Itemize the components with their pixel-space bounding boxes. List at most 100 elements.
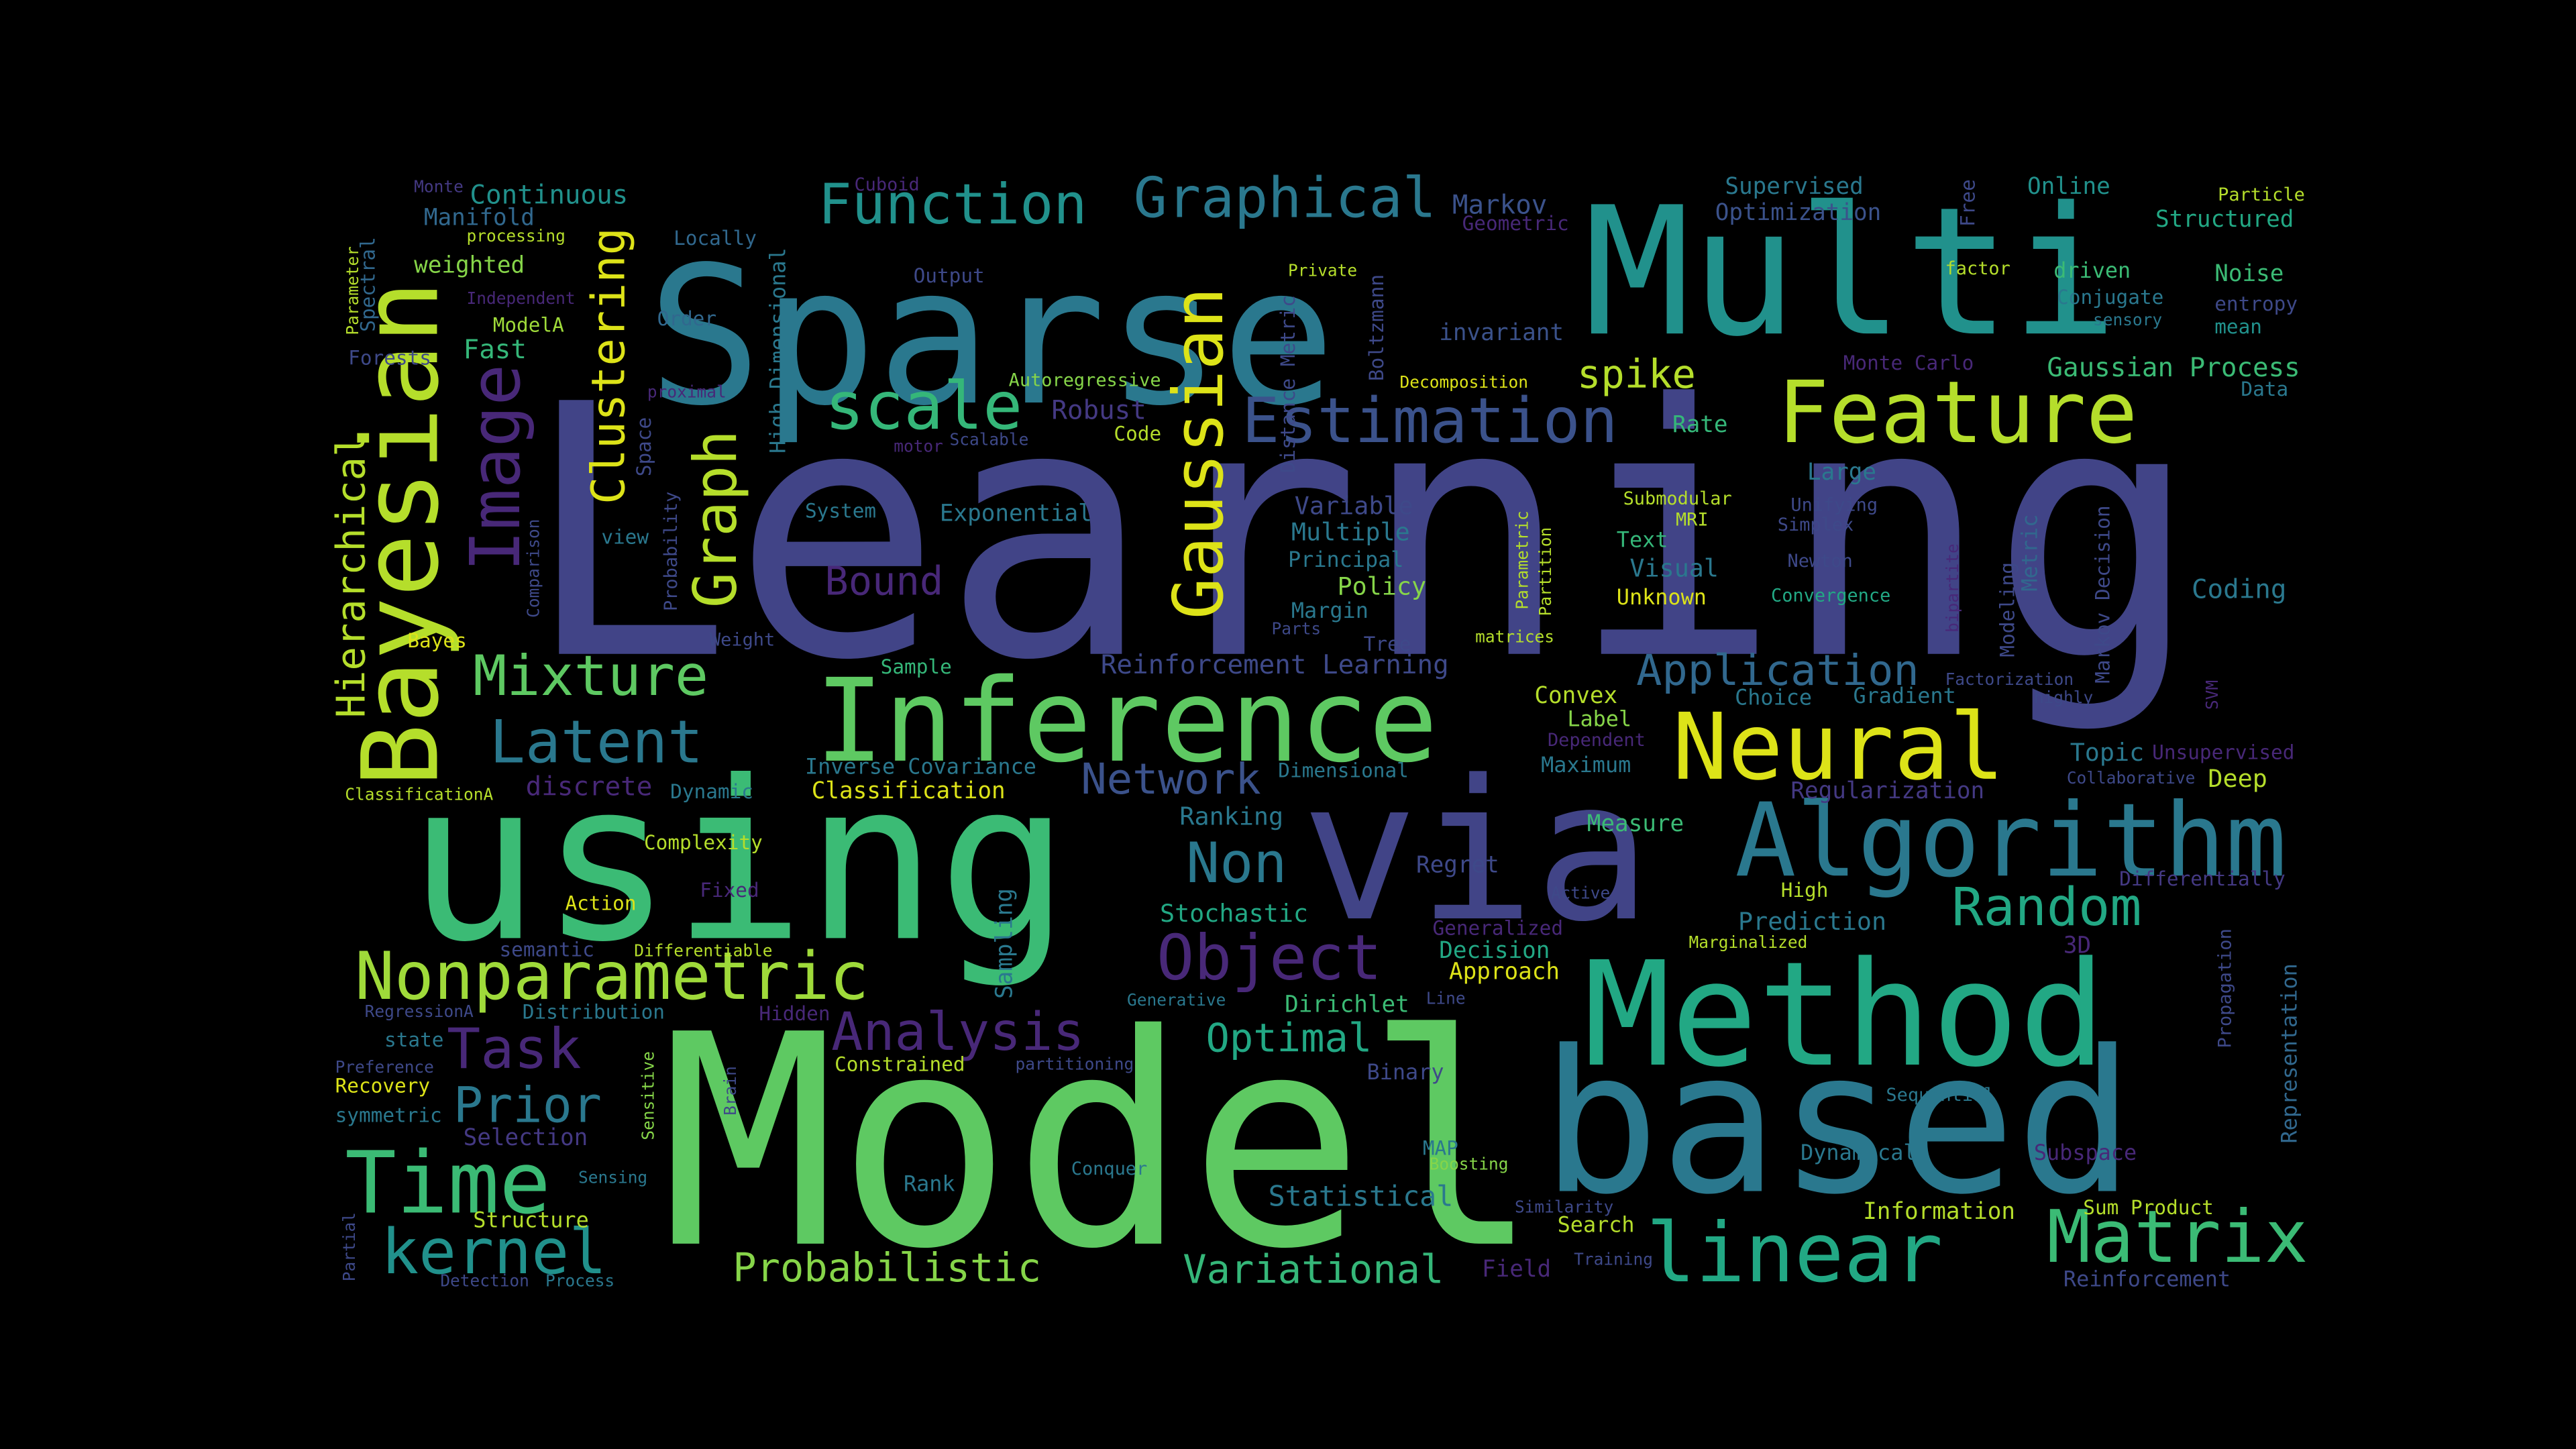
- word-parts: Parts: [1272, 619, 1322, 638]
- word-label: Label: [1567, 706, 1631, 731]
- word-visual: Visual: [1629, 554, 1719, 583]
- word-partition: Partition: [1536, 527, 1555, 616]
- word-collaborative: Collaborative: [2067, 768, 2196, 788]
- word-sum-product: Sum Product: [2083, 1196, 2214, 1219]
- word-factor: factor: [1945, 258, 2010, 279]
- word-boosting: Boosting: [1430, 1155, 1509, 1174]
- word-statistical: Statistical: [1269, 1180, 1454, 1213]
- word-binary: Binary: [1367, 1059, 1444, 1085]
- word-feature: Feature: [1778, 364, 2138, 463]
- word-bayesian: Bayesian: [339, 280, 462, 787]
- word-simplex: Simplex: [1778, 515, 1854, 535]
- word-semantic: semantic: [499, 938, 594, 961]
- word-markov-decision: Markov Decision: [2091, 505, 2114, 683]
- word-similarity: Similarity: [1515, 1197, 1613, 1216]
- word-rate: Rate: [1672, 411, 1728, 438]
- word-comparison: Comparison: [523, 519, 543, 617]
- word-parameter: Parameter: [343, 246, 362, 335]
- word-graph: Graph: [681, 430, 750, 608]
- word-structured: Structured: [2155, 206, 2294, 233]
- word-maximum: Maximum: [1541, 752, 1631, 777]
- word-margin: Margin: [1291, 598, 1368, 623]
- word-boltzmann: Boltzmann: [1365, 274, 1388, 381]
- word-entropy: entropy: [2214, 292, 2298, 315]
- word-subspace: Subspace: [2034, 1140, 2137, 1165]
- word-time: Time: [345, 1134, 551, 1233]
- word-training: Training: [1574, 1250, 1653, 1269]
- word-search: Search: [1558, 1212, 1635, 1238]
- word-map: MAP: [1423, 1137, 1458, 1160]
- word-monte: Monte: [414, 177, 464, 197]
- word-method: Method: [1584, 930, 2106, 1099]
- word-dependent: Dependent: [1548, 730, 1646, 751]
- word-sensing: Sensing: [578, 1167, 647, 1187]
- word-state: state: [384, 1028, 443, 1051]
- word-estimation: Estimation: [1242, 384, 1617, 457]
- word-gaussian-process: Gaussian Process: [2047, 353, 2300, 383]
- word-cuboid: Cuboid: [854, 174, 919, 195]
- word-decomposition: Decomposition: [1400, 372, 1529, 392]
- word-unifying: Unifying: [1790, 495, 1878, 516]
- word-regressiona: RegressionA: [365, 1002, 474, 1021]
- word-choice: Choice: [1735, 685, 1812, 710]
- word-preference: Preference: [335, 1057, 434, 1077]
- word-regularization: Regularization: [1790, 777, 1984, 804]
- word-rank: Rank: [904, 1171, 955, 1197]
- word-forests: Forests: [348, 347, 431, 370]
- word-kernel: kernel: [381, 1216, 606, 1288]
- word-generalized: Generalized: [1433, 916, 1564, 939]
- word-process: Process: [545, 1271, 614, 1291]
- word-variable: Variable: [1295, 492, 1413, 521]
- word-fast: Fast: [464, 335, 527, 365]
- word-highly: highly: [2034, 688, 2093, 707]
- word-unsupervised: Unsupervised: [2152, 741, 2294, 763]
- word-scalable: Scalable: [950, 430, 1029, 449]
- word-task: Task: [447, 1016, 581, 1081]
- word-high-dimensional: High Dimensional: [765, 248, 791, 453]
- word-convex: Convex: [1534, 682, 1617, 709]
- word-conquer: Conquer: [1071, 1159, 1147, 1179]
- word-modela: ModelA: [493, 314, 564, 337]
- word-processing: processing: [467, 226, 566, 246]
- word-bound: Bound: [824, 558, 943, 604]
- word-sensory: sensory: [2093, 310, 2162, 329]
- word-action: Action: [565, 892, 636, 915]
- word-order: Order: [657, 307, 716, 330]
- word-dirichlet: Dirichlet: [1285, 991, 1409, 1018]
- word-free: Free: [1957, 179, 1980, 227]
- word-hidden: Hidden: [759, 1002, 830, 1025]
- word-mean: mean: [2214, 315, 2262, 338]
- word-distribution: Distribution: [523, 1000, 665, 1023]
- word-complexity: Complexity: [644, 831, 763, 854]
- word-selection: Selection: [464, 1124, 588, 1151]
- word-representation: Representation: [2277, 963, 2302, 1143]
- word-spectral: Spectral: [356, 237, 379, 331]
- word-object: Object: [1157, 922, 1382, 994]
- word-unknown: Unknown: [1617, 584, 1707, 610]
- word-prediction: Prediction: [1738, 907, 1886, 936]
- word-scale: scale: [824, 368, 1022, 445]
- word-autoregressive: Autoregressive: [1009, 370, 1161, 391]
- word-bayes: Bayes: [407, 629, 466, 652]
- word-detection: Detection: [440, 1271, 529, 1291]
- word-gaussian: Gaussian: [1159, 287, 1239, 619]
- word-brain: Brain: [720, 1066, 740, 1116]
- word-inference: Inference: [815, 655, 1438, 788]
- word-system: System: [805, 499, 876, 522]
- word-robust: Robust: [1051, 395, 1146, 425]
- word-motor: motor: [894, 436, 943, 455]
- word-probabilistic: Probabilistic: [733, 1244, 1041, 1291]
- word-markov: Markov: [1452, 190, 1548, 220]
- word-differentiable: Differentiable: [634, 941, 772, 960]
- word-random: Random: [1951, 877, 2141, 938]
- word-policy: Policy: [1337, 572, 1426, 601]
- word-weighted: weighted: [414, 252, 525, 279]
- word-multi: Multi: [1584, 170, 2118, 376]
- word-continuous: Continuous: [470, 180, 628, 211]
- word-constrained: Constrained: [835, 1053, 965, 1076]
- word-data: Data: [2241, 378, 2288, 400]
- word-active: Active: [1551, 883, 1610, 903]
- word-differentially: Differentially: [2119, 867, 2286, 890]
- word-sparse: Sparse: [647, 225, 1336, 447]
